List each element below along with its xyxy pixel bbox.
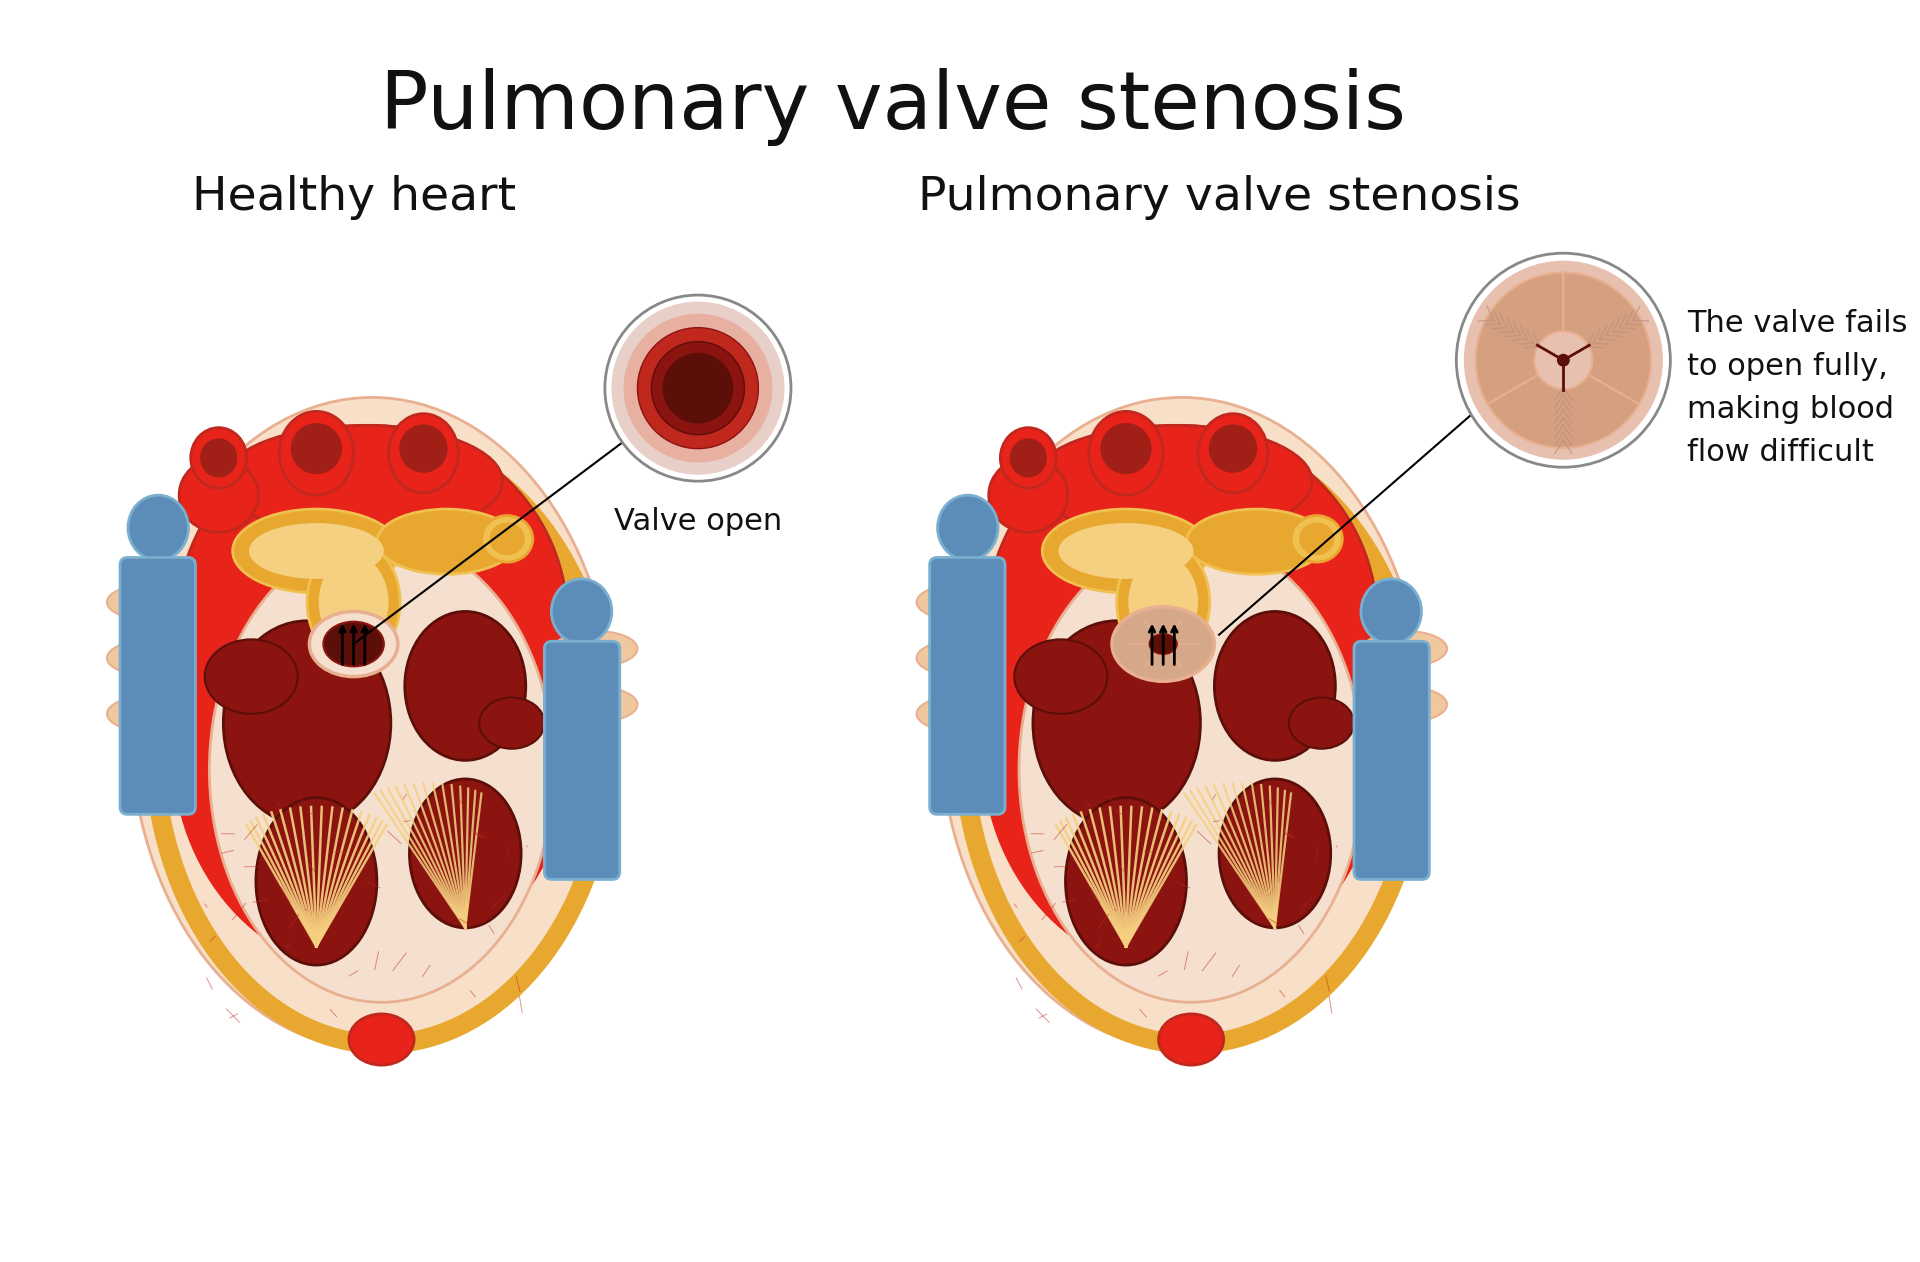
Circle shape <box>605 295 791 481</box>
Ellipse shape <box>1020 538 1363 1002</box>
Circle shape <box>651 342 745 434</box>
Ellipse shape <box>916 697 1000 732</box>
Circle shape <box>1457 254 1670 467</box>
Ellipse shape <box>482 516 532 562</box>
Wedge shape <box>1488 375 1640 448</box>
Ellipse shape <box>205 640 298 714</box>
Ellipse shape <box>916 640 1000 675</box>
Ellipse shape <box>376 509 516 574</box>
Ellipse shape <box>223 621 392 825</box>
Ellipse shape <box>1210 424 1258 473</box>
Ellipse shape <box>1361 579 1421 644</box>
Ellipse shape <box>179 458 257 533</box>
Ellipse shape <box>1043 509 1210 593</box>
Ellipse shape <box>937 495 998 560</box>
Ellipse shape <box>290 423 342 475</box>
Ellipse shape <box>941 398 1425 1049</box>
Ellipse shape <box>129 495 188 560</box>
Ellipse shape <box>108 697 190 732</box>
Ellipse shape <box>490 522 524 555</box>
Ellipse shape <box>989 458 1068 533</box>
Ellipse shape <box>190 428 246 488</box>
Ellipse shape <box>131 398 614 1049</box>
Ellipse shape <box>349 1013 415 1065</box>
Ellipse shape <box>1363 631 1448 666</box>
Ellipse shape <box>551 579 612 644</box>
Circle shape <box>1557 353 1571 367</box>
FancyBboxPatch shape <box>545 641 620 880</box>
Ellipse shape <box>1198 414 1267 492</box>
Ellipse shape <box>1100 423 1152 475</box>
Circle shape <box>662 353 733 424</box>
Ellipse shape <box>173 528 572 974</box>
Text: Pulmonary valve stenosis: Pulmonary valve stenosis <box>380 68 1405 146</box>
Ellipse shape <box>1129 555 1198 649</box>
Ellipse shape <box>255 798 376 965</box>
Ellipse shape <box>1033 621 1200 825</box>
Ellipse shape <box>399 424 447 473</box>
FancyBboxPatch shape <box>929 558 1004 814</box>
FancyBboxPatch shape <box>1354 641 1428 880</box>
Ellipse shape <box>1014 640 1108 714</box>
Ellipse shape <box>480 698 545 748</box>
Text: Valve open: Valve open <box>614 507 781 536</box>
Ellipse shape <box>1363 687 1448 722</box>
Ellipse shape <box>1290 516 1342 562</box>
Ellipse shape <box>553 631 637 666</box>
Ellipse shape <box>916 584 1000 620</box>
Ellipse shape <box>108 640 190 675</box>
Ellipse shape <box>1112 607 1213 681</box>
Wedge shape <box>1563 273 1651 404</box>
Ellipse shape <box>250 522 384 579</box>
Ellipse shape <box>1117 541 1210 663</box>
Ellipse shape <box>1066 798 1187 965</box>
Ellipse shape <box>1187 509 1327 574</box>
Ellipse shape <box>388 414 459 492</box>
Ellipse shape <box>405 612 526 760</box>
Ellipse shape <box>1213 612 1336 760</box>
Circle shape <box>611 302 785 475</box>
Ellipse shape <box>232 509 399 593</box>
Ellipse shape <box>1058 522 1194 579</box>
Ellipse shape <box>209 538 553 1002</box>
Ellipse shape <box>1089 411 1164 495</box>
Circle shape <box>624 314 772 463</box>
Ellipse shape <box>1288 698 1354 748</box>
Ellipse shape <box>108 584 190 620</box>
Ellipse shape <box>309 612 397 676</box>
Ellipse shape <box>1010 438 1046 477</box>
Circle shape <box>637 328 758 448</box>
Ellipse shape <box>307 541 399 663</box>
Ellipse shape <box>553 687 637 722</box>
Text: Healthy heart: Healthy heart <box>192 175 516 220</box>
Ellipse shape <box>409 779 520 928</box>
FancyBboxPatch shape <box>121 558 196 814</box>
Text: The valve fails
to open fully,
making blood
flow difficult: The valve fails to open fully, making bl… <box>1688 309 1908 467</box>
Ellipse shape <box>200 438 238 477</box>
Ellipse shape <box>987 425 1377 817</box>
Ellipse shape <box>223 425 503 538</box>
Text: Pulmonary valve stenosis: Pulmonary valve stenosis <box>918 175 1521 220</box>
Ellipse shape <box>1300 522 1334 555</box>
Wedge shape <box>1476 273 1563 404</box>
Ellipse shape <box>1158 1013 1223 1065</box>
Ellipse shape <box>177 425 568 817</box>
Circle shape <box>1463 261 1663 459</box>
Ellipse shape <box>319 555 388 649</box>
Ellipse shape <box>1000 428 1056 488</box>
Ellipse shape <box>1150 634 1177 654</box>
Ellipse shape <box>981 528 1382 974</box>
Ellipse shape <box>1033 425 1311 538</box>
Ellipse shape <box>323 622 384 666</box>
Ellipse shape <box>1219 779 1331 928</box>
Ellipse shape <box>278 411 353 495</box>
